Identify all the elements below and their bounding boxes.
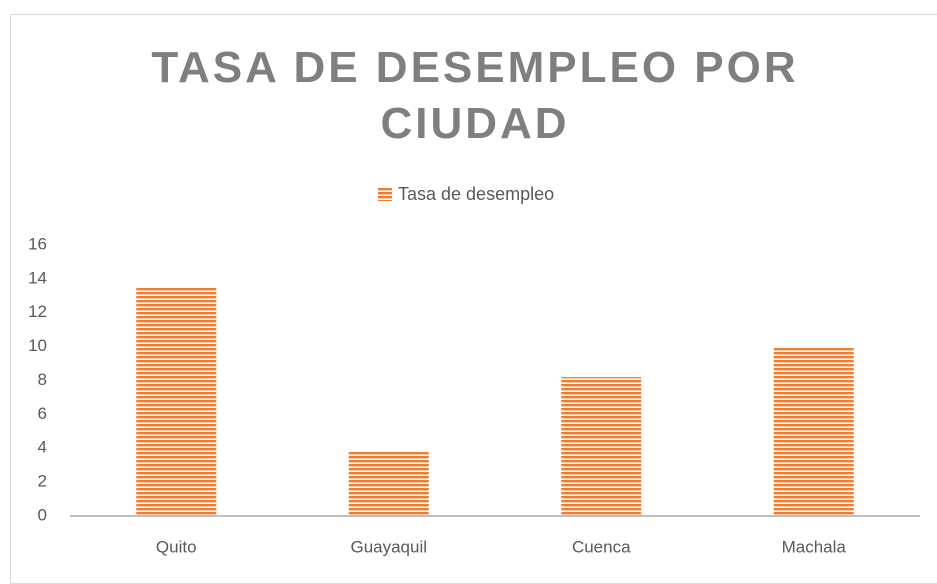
- legend-swatch: [378, 187, 392, 201]
- legend-label: Tasa de desempleo: [398, 184, 554, 204]
- bar: [348, 451, 429, 516]
- chart: Tasa de desempleo 0 2 4 6 8 10 12 14 16 Quito Guaya…: [28, 184, 920, 556]
- bar: [773, 346, 854, 516]
- x-tick-label: Guayaquil: [350, 537, 427, 556]
- y-tick-label: 10: [28, 336, 47, 355]
- chart-title: TASA DE DESEMPLEO POR CIUDAD: [151, 43, 799, 148]
- bar: [136, 287, 217, 516]
- y-tick-label: 14: [28, 268, 47, 287]
- y-tick-label: 12: [28, 302, 47, 321]
- y-tick-label: 4: [38, 438, 47, 457]
- y-tick-label: 6: [38, 404, 47, 423]
- x-tick-label: Cuenca: [572, 537, 631, 556]
- bar: [561, 377, 642, 516]
- page: TASA DE DESEMPLEO POR CIUDAD Tasa de des…: [10, 14, 937, 584]
- x-tick-label: Machala: [782, 537, 847, 556]
- y-tick-label: 2: [38, 472, 47, 491]
- x-tick-label: Quito: [156, 537, 197, 556]
- y-tick-label: 0: [38, 505, 47, 524]
- y-tick-label: 16: [28, 234, 47, 253]
- y-tick-label: 8: [38, 370, 47, 389]
